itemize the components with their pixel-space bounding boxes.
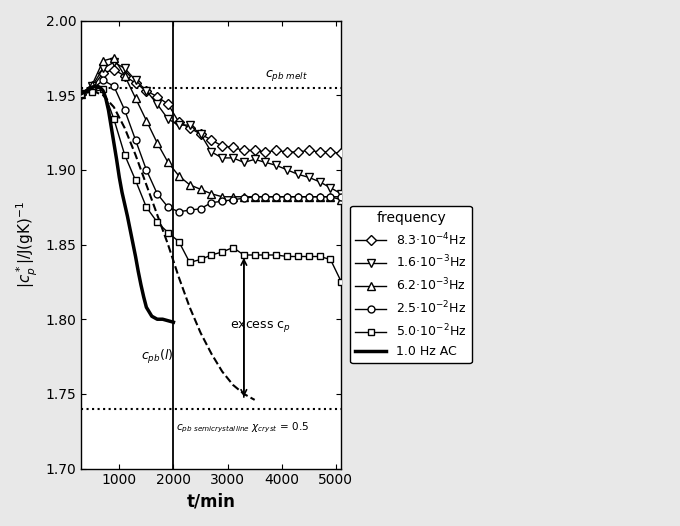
Text: excess c$_p$: excess c$_p$ — [231, 319, 291, 334]
Text: $c_{pb\ melt}$: $c_{pb\ melt}$ — [265, 68, 308, 83]
Text: $c_{pb}(l)$: $c_{pb}(l)$ — [141, 348, 173, 366]
X-axis label: t/min: t/min — [187, 493, 236, 511]
Legend: 8.3·10$^{-4}$Hz, 1.6·10$^{-3}$Hz, 6.2·10$^{-3}$Hz, 2.5·10$^{-2}$Hz, 5.0·10$^{-2}: 8.3·10$^{-4}$Hz, 1.6·10$^{-3}$Hz, 6.2·10… — [350, 206, 472, 363]
Text: $c_{pb\ semicrystalline}\ \chi_{cryst}$ = 0.5: $c_{pb\ semicrystalline}\ \chi_{cryst}$ … — [176, 421, 309, 435]
Y-axis label: $|c_p^*|$/J(gK)$^{-1}$: $|c_p^*|$/J(gK)$^{-1}$ — [15, 201, 40, 288]
